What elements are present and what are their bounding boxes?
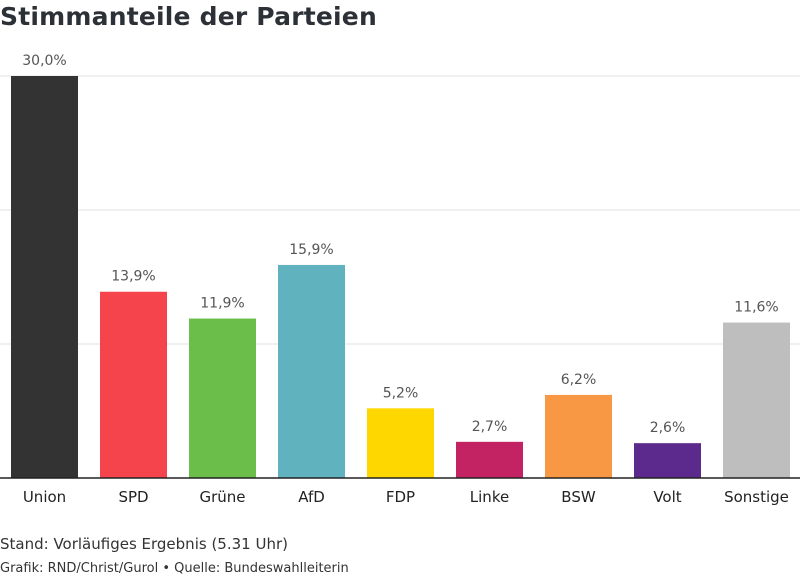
chart-title: Stimmanteile der Parteien [0,2,377,31]
category-label-6: BSW [561,488,596,506]
category-label-8: Sonstige [724,488,789,506]
category-label-7: Volt [653,488,681,506]
category-label-5: Linke [470,488,509,506]
bar-8 [723,322,790,478]
bar-3 [278,264,345,478]
category-label-1: SPD [118,488,148,506]
bar-2 [189,318,256,478]
category-label-3: AfD [298,488,325,506]
category-label-0: Union [23,488,66,506]
category-label-2: Grüne [199,488,245,506]
value-label-3: 15,9% [289,242,333,258]
bars [11,76,790,478]
value-labels: 30,0% 13,9% 11,9% 15,9% 5,2% 2,7% 6,2% 2,6% 11,6… [22,53,778,436]
bar-chart: 30,0% 13,9% 11,9% 15,9% 5,2% 2,7% 6,2% 2,6% 11,6… [0,53,800,506]
footer-credit: Grafik: RND/Christ/Gurol • Quelle: Bunde… [0,561,349,576]
bar-0 [11,76,78,478]
bar-1 [100,291,167,478]
bar-5 [456,441,523,478]
value-label-4: 5,2% [383,385,419,401]
value-label-8: 11,6% [734,300,778,316]
value-label-6: 6,2% [561,372,597,388]
category-labels: Union SPD Grüne AfD FDP Linke BSW Volt Sonstige [23,488,789,506]
category-label-4: FDP [386,488,415,506]
value-label-0: 30,0% [22,53,66,69]
value-label-2: 11,9% [200,296,244,312]
value-label-1: 13,9% [111,269,155,285]
footer-stand: Stand: Vorläufiges Ergebnis (5.31 Uhr) [0,535,288,553]
bar-4 [367,408,434,478]
value-label-5: 2,7% [472,419,508,435]
bar-6 [545,394,612,478]
bar-7 [634,443,701,478]
value-label-7: 2,6% [650,420,686,436]
